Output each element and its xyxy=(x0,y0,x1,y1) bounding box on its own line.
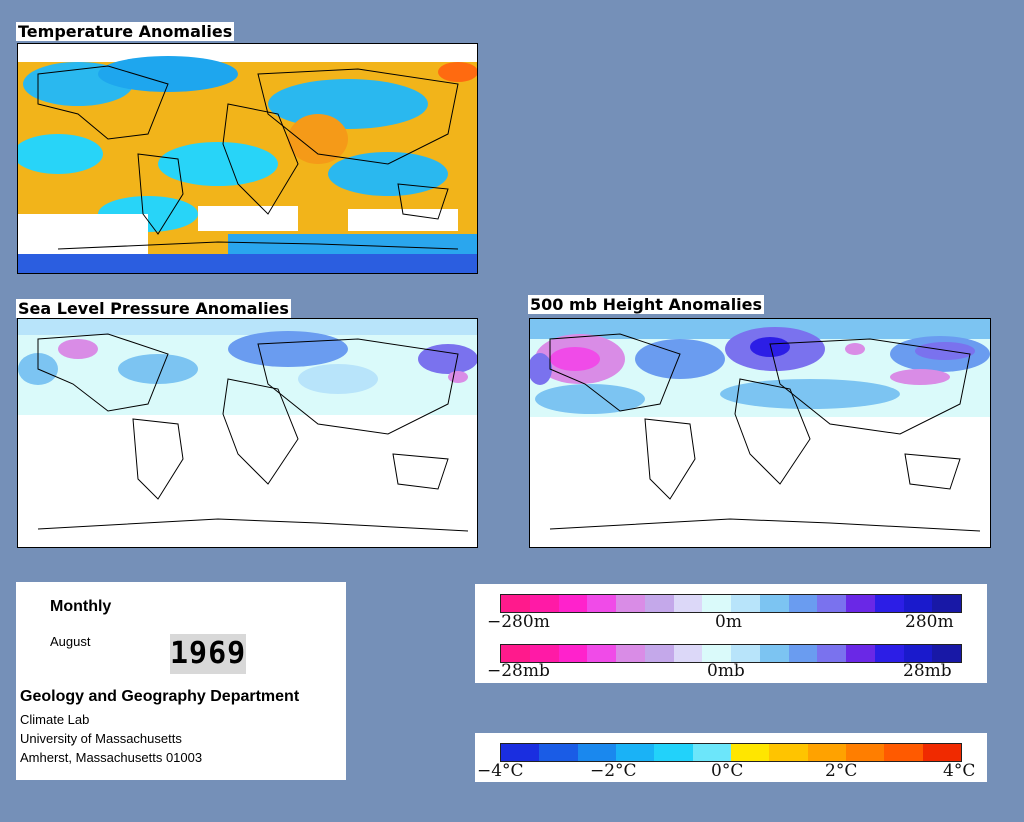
month-label: August xyxy=(50,634,91,649)
height-colorbar-swatch xyxy=(903,595,933,612)
temperature-title: Temperature Anomalies xyxy=(16,22,235,41)
pressure-colorbar-swatch xyxy=(788,645,818,662)
height-colorbar-swatch xyxy=(846,595,875,612)
pressure-colorbar-swatch xyxy=(846,645,875,662)
pressure-map xyxy=(17,318,478,548)
height-colorbar-swatch xyxy=(874,595,904,612)
height-colorbar-swatch xyxy=(932,595,961,612)
temperature-colorbar-swatch xyxy=(769,744,808,761)
pressure-colorbar-swatch xyxy=(501,645,530,662)
pressure-colorbar-swatch xyxy=(903,645,933,662)
pressure-colorbar-swatch xyxy=(529,645,559,662)
pressure-colorbar-swatch xyxy=(644,645,674,662)
pressure-colorbar-swatch xyxy=(616,645,645,662)
height-mid-label: 0m xyxy=(715,612,742,632)
temperature-colorbar-swatch xyxy=(884,744,923,761)
department-label: Geology and Geography Department xyxy=(20,688,300,705)
pressure-colorbar-swatch xyxy=(587,645,616,662)
address-label: Amherst, Massachusetts 01003 xyxy=(20,750,203,765)
temperature-legend: −4°C −2°C 0°C 2°C 4°C xyxy=(475,733,987,782)
temp-label-2: 2°C xyxy=(825,761,858,781)
height-map xyxy=(529,318,991,548)
temperature-colorbar-swatch xyxy=(539,744,578,761)
temperature-anomaly-field xyxy=(18,44,477,273)
info-panel: Monthly August 1969 Geology and Geograph… xyxy=(16,582,346,780)
height-colorbar-swatch xyxy=(616,595,645,612)
pressure-colorbar-swatch xyxy=(731,645,760,662)
temperature-colorbar-swatch xyxy=(654,744,693,761)
height-colorbar-swatch xyxy=(788,595,818,612)
temperature-colorbar-swatch xyxy=(501,744,540,761)
lab-label: Climate Lab xyxy=(20,712,90,727)
temperature-colorbar-swatch xyxy=(807,744,846,761)
temperature-colorbar-swatch xyxy=(615,744,655,761)
pressure-mid-label: 0mb xyxy=(707,661,745,681)
height-colorbar xyxy=(500,594,962,613)
pressure-colorbar-swatch xyxy=(817,645,846,662)
height-min-label: −280m xyxy=(487,612,550,632)
pressure-colorbar-swatch xyxy=(673,645,703,662)
temperature-colorbar-swatch xyxy=(922,744,961,761)
pressure-colorbar xyxy=(500,644,962,663)
temp-label-minus4: −4°C xyxy=(477,761,524,781)
temp-label-4: 4°C xyxy=(943,761,976,781)
year-label: 1969 xyxy=(170,634,246,674)
height-colorbar-swatch xyxy=(644,595,674,612)
height-colorbar-swatch xyxy=(817,595,846,612)
height-colorbar-swatch xyxy=(702,595,731,612)
height-colorbar-swatch xyxy=(673,595,703,612)
pressure-colorbar-swatch xyxy=(874,645,904,662)
pressure-max-label: 28mb xyxy=(903,661,952,681)
height-colorbar-swatch xyxy=(529,595,559,612)
height-colorbar-swatch xyxy=(587,595,616,612)
height-title: 500 mb Height Anomalies xyxy=(528,295,765,314)
temperature-colorbar-swatch xyxy=(577,744,616,761)
height-colorbar-swatch xyxy=(501,595,530,612)
temperature-colorbar xyxy=(500,743,962,762)
university-label: University of Massachusetts xyxy=(20,731,182,746)
period-label: Monthly xyxy=(50,598,112,615)
pressure-anomaly-field xyxy=(18,319,477,532)
temperature-colorbar-swatch xyxy=(845,744,885,761)
pressure-colorbar-swatch xyxy=(932,645,961,662)
pressure-min-label: −28mb xyxy=(487,661,550,681)
pressure-colorbar-swatch xyxy=(759,645,789,662)
temp-label-minus2: −2°C xyxy=(590,761,637,781)
height-colorbar-swatch xyxy=(558,595,588,612)
temperature-colorbar-swatch xyxy=(692,744,731,761)
height-colorbar-swatch xyxy=(731,595,760,612)
anomaly-legend: −280m 0m 280m −28mb 0mb 28mb xyxy=(475,584,987,683)
pressure-colorbar-swatch xyxy=(558,645,588,662)
temperature-map xyxy=(17,43,478,274)
height-anomaly-field xyxy=(530,319,990,532)
pressure-colorbar-swatch xyxy=(702,645,731,662)
height-colorbar-swatch xyxy=(759,595,789,612)
pressure-title: Sea Level Pressure Anomalies xyxy=(16,299,291,318)
height-max-label: 280m xyxy=(905,612,954,632)
temp-label-0: 0°C xyxy=(711,761,744,781)
temperature-colorbar-swatch xyxy=(730,744,770,761)
